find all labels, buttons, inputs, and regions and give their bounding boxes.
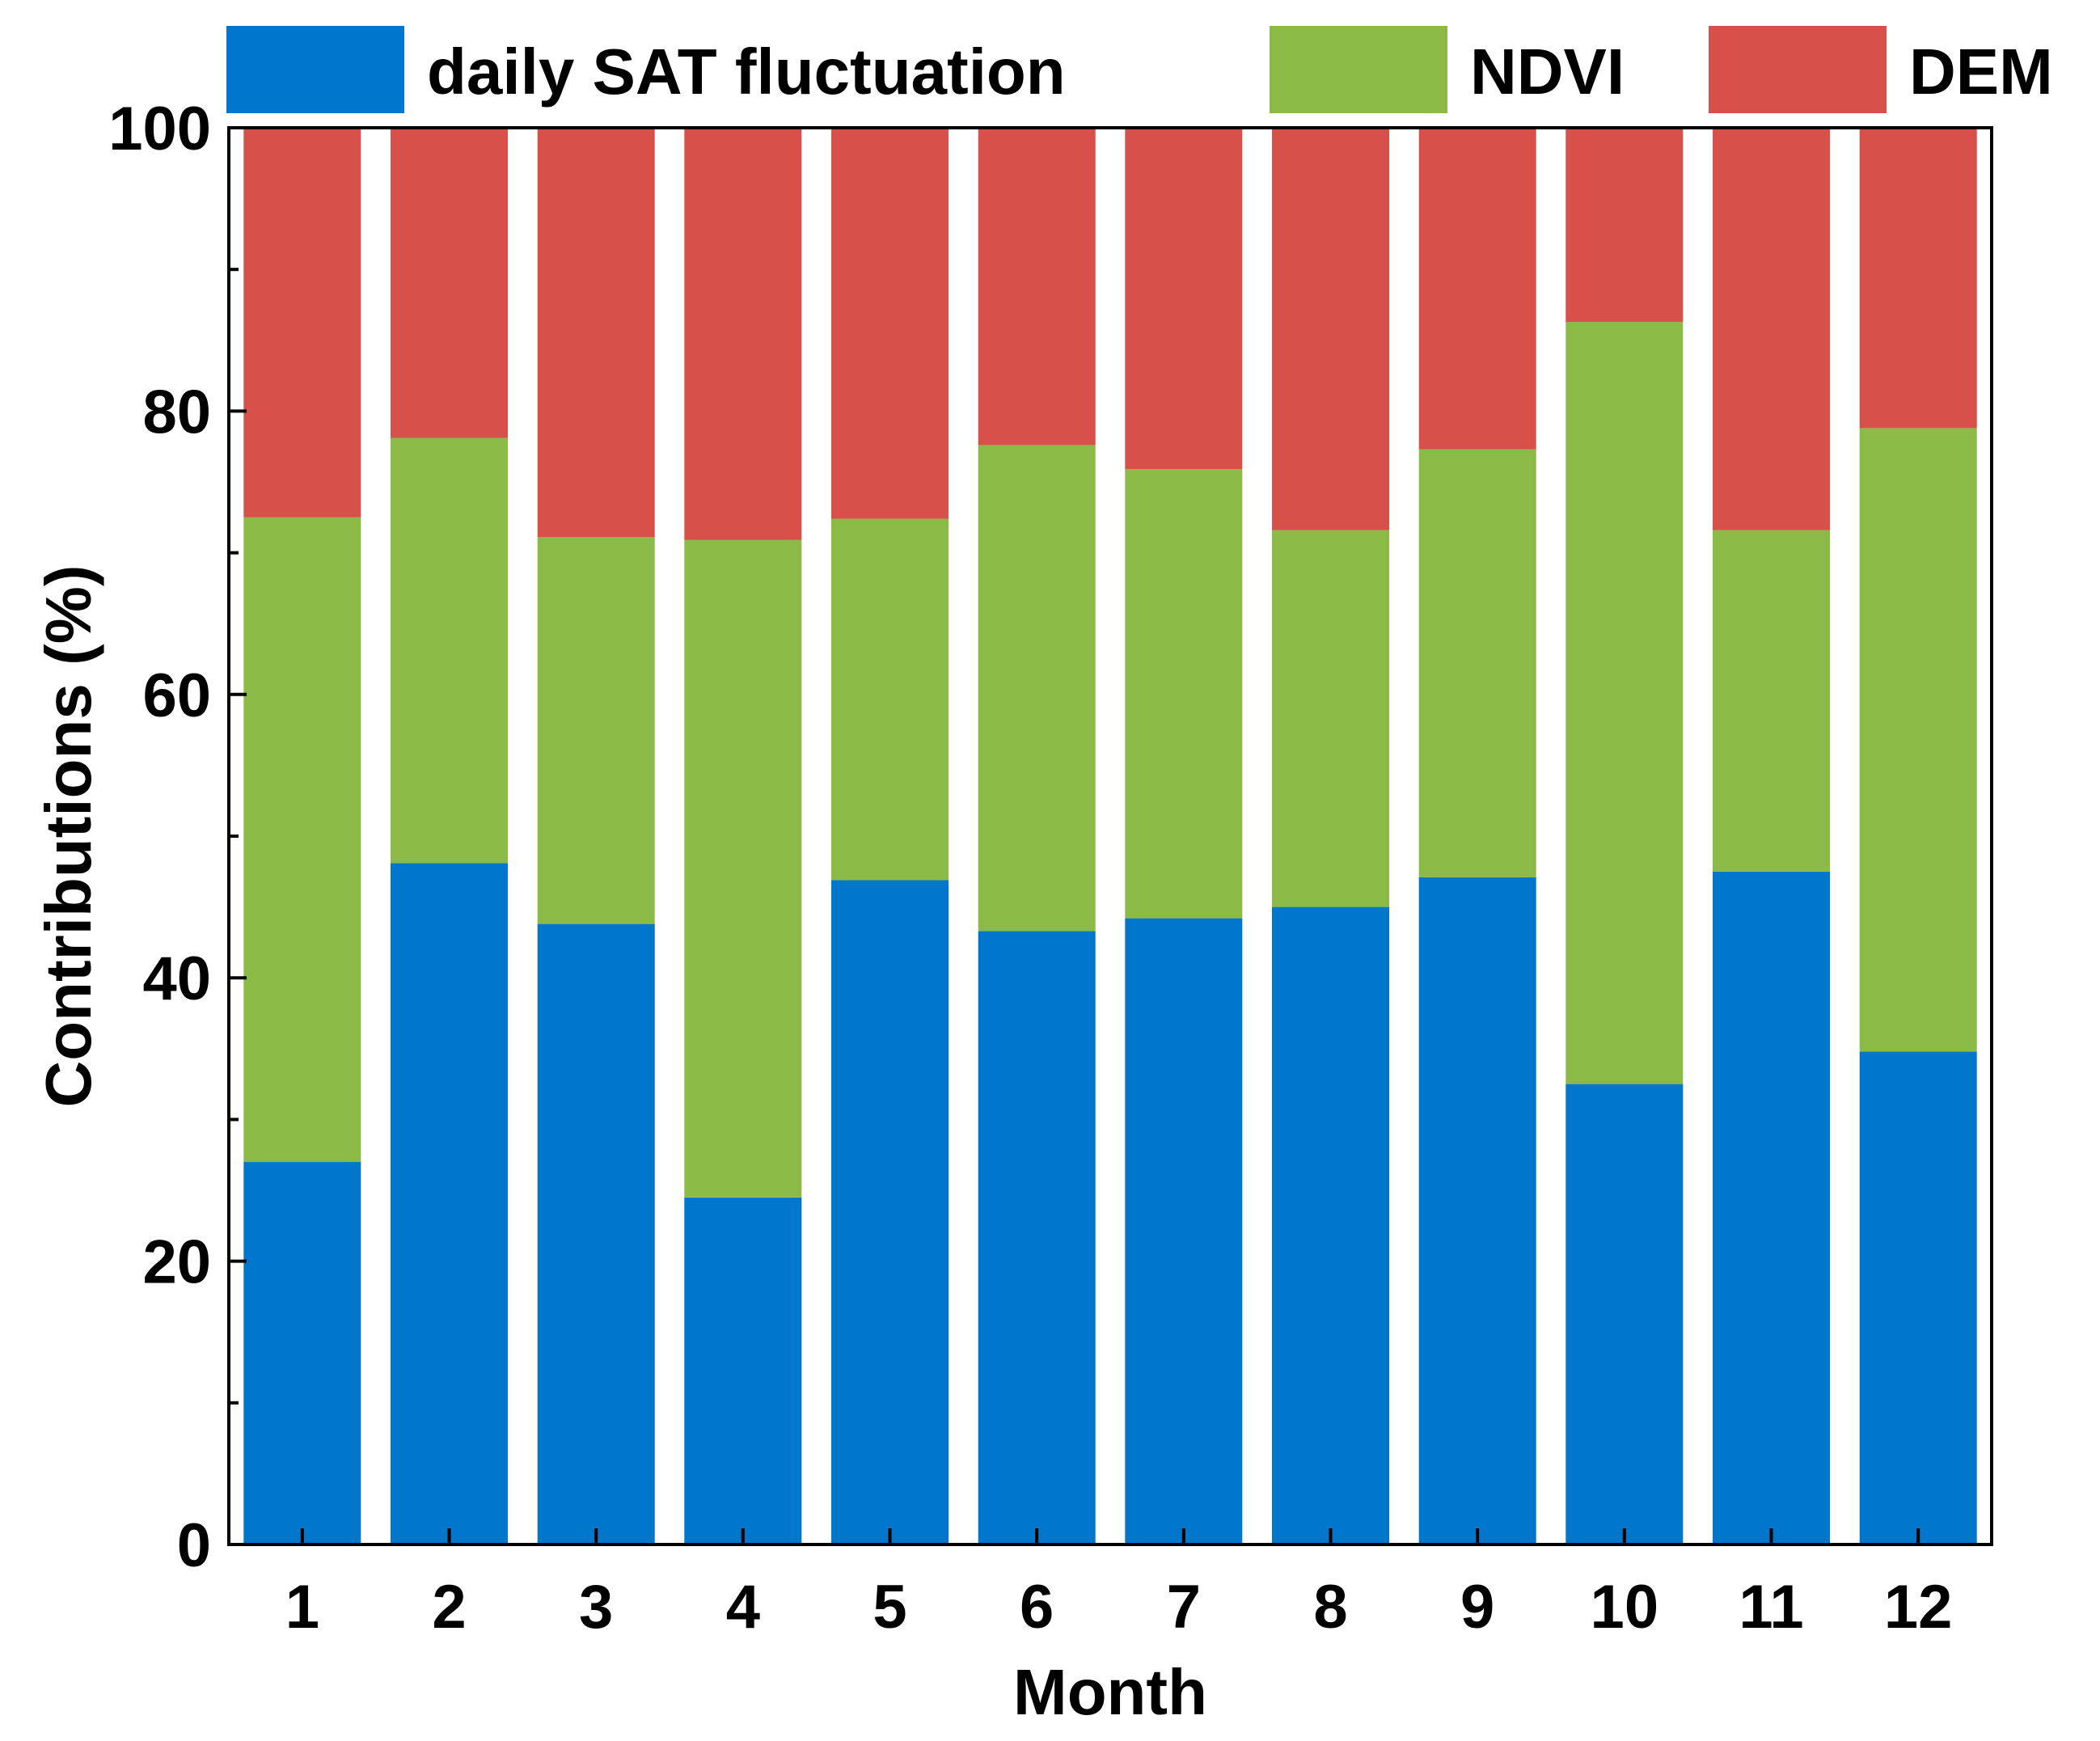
bar-month-4-series-2: [684, 539, 802, 1198]
bar-month-1-series-1: [243, 1162, 361, 1545]
bar-month-7-series-2: [1125, 469, 1243, 919]
y-tick-label: 80: [142, 378, 211, 446]
bar-month-2-series-2: [391, 437, 508, 864]
bar-month-1-series-3: [243, 128, 361, 518]
bar-month-10-series-3: [1565, 128, 1684, 322]
bar-month-4-series-3: [684, 128, 802, 540]
y-tick-label: 60: [142, 661, 211, 730]
bar-month-3-series-1: [537, 923, 655, 1545]
bar-month-10-series-2: [1565, 322, 1684, 1084]
bar-month-9-series-1: [1418, 877, 1536, 1545]
bar-month-8-series-3: [1272, 128, 1389, 530]
bar-month-9-series-2: [1418, 449, 1536, 877]
x-tick-label: 8: [1313, 1573, 1347, 1642]
bars-layer: [243, 128, 1977, 1545]
x-tick-label: 7: [1167, 1573, 1201, 1642]
bar-month-5-series-1: [831, 880, 949, 1545]
bar-month-2-series-1: [391, 863, 508, 1545]
y-tick-label: 40: [142, 944, 211, 1013]
bar-month-7-series-1: [1125, 918, 1243, 1545]
legend-swatch-1: [226, 26, 404, 113]
legend-label-2: NDVI: [1470, 36, 1625, 108]
bar-month-8-series-2: [1272, 530, 1389, 907]
legend: daily SAT fluctuation NDVI DEM: [226, 26, 2053, 113]
x-tick-label: 4: [726, 1573, 760, 1642]
bar-month-9-series-3: [1418, 128, 1536, 450]
y-tick-label: 0: [177, 1511, 211, 1580]
bar-month-6-series-3: [978, 128, 1096, 446]
y-axis: 0 20 40 60 80 100: [108, 95, 247, 1580]
x-tick-label: 3: [579, 1573, 613, 1642]
legend-swatch-2: [1270, 26, 1447, 113]
x-tick-label: 6: [1020, 1573, 1054, 1642]
bar-month-12-series-1: [1859, 1051, 1977, 1545]
x-tick-label: 12: [1884, 1573, 1953, 1642]
bar-month-10-series-1: [1565, 1084, 1684, 1545]
x-tick-label: 9: [1460, 1573, 1494, 1642]
x-tick-label: 2: [432, 1573, 466, 1642]
bar-month-2-series-3: [391, 128, 508, 438]
x-axis: 1 2 3 4 5 6 7 8 9 10 11 12: [285, 1528, 1953, 1642]
bar-month-11-series-1: [1713, 871, 1830, 1545]
x-tick-label: 10: [1591, 1573, 1659, 1642]
x-tick-label: 11: [1739, 1573, 1803, 1642]
bar-month-1-series-2: [243, 517, 361, 1162]
bar-month-5-series-2: [831, 518, 949, 881]
y-axis-label: Contributions (%): [32, 565, 104, 1108]
bar-month-12-series-2: [1859, 428, 1977, 1052]
x-axis-label: Month: [1013, 1656, 1207, 1728]
bar-month-4-series-1: [684, 1197, 802, 1545]
bar-month-12-series-3: [1859, 128, 1977, 429]
legend-swatch-3: [1709, 26, 1887, 113]
bar-month-11-series-3: [1713, 128, 1830, 530]
bar-month-8-series-1: [1272, 906, 1389, 1545]
bar-month-5-series-3: [831, 128, 949, 519]
y-tick-label: 100: [108, 95, 211, 163]
bar-month-3-series-2: [537, 537, 655, 924]
legend-label-3: DEM: [1909, 36, 2053, 108]
bar-month-7-series-3: [1125, 128, 1243, 470]
bar-month-3-series-3: [537, 128, 655, 538]
legend-label-1: daily SAT fluctuation: [427, 36, 1066, 108]
y-tick-label: 20: [142, 1228, 211, 1297]
x-tick-label: 1: [285, 1573, 319, 1642]
x-tick-label: 5: [873, 1573, 906, 1642]
bar-month-6-series-2: [978, 445, 1096, 932]
bar-month-6-series-1: [978, 931, 1096, 1545]
bar-month-11-series-2: [1713, 530, 1830, 872]
